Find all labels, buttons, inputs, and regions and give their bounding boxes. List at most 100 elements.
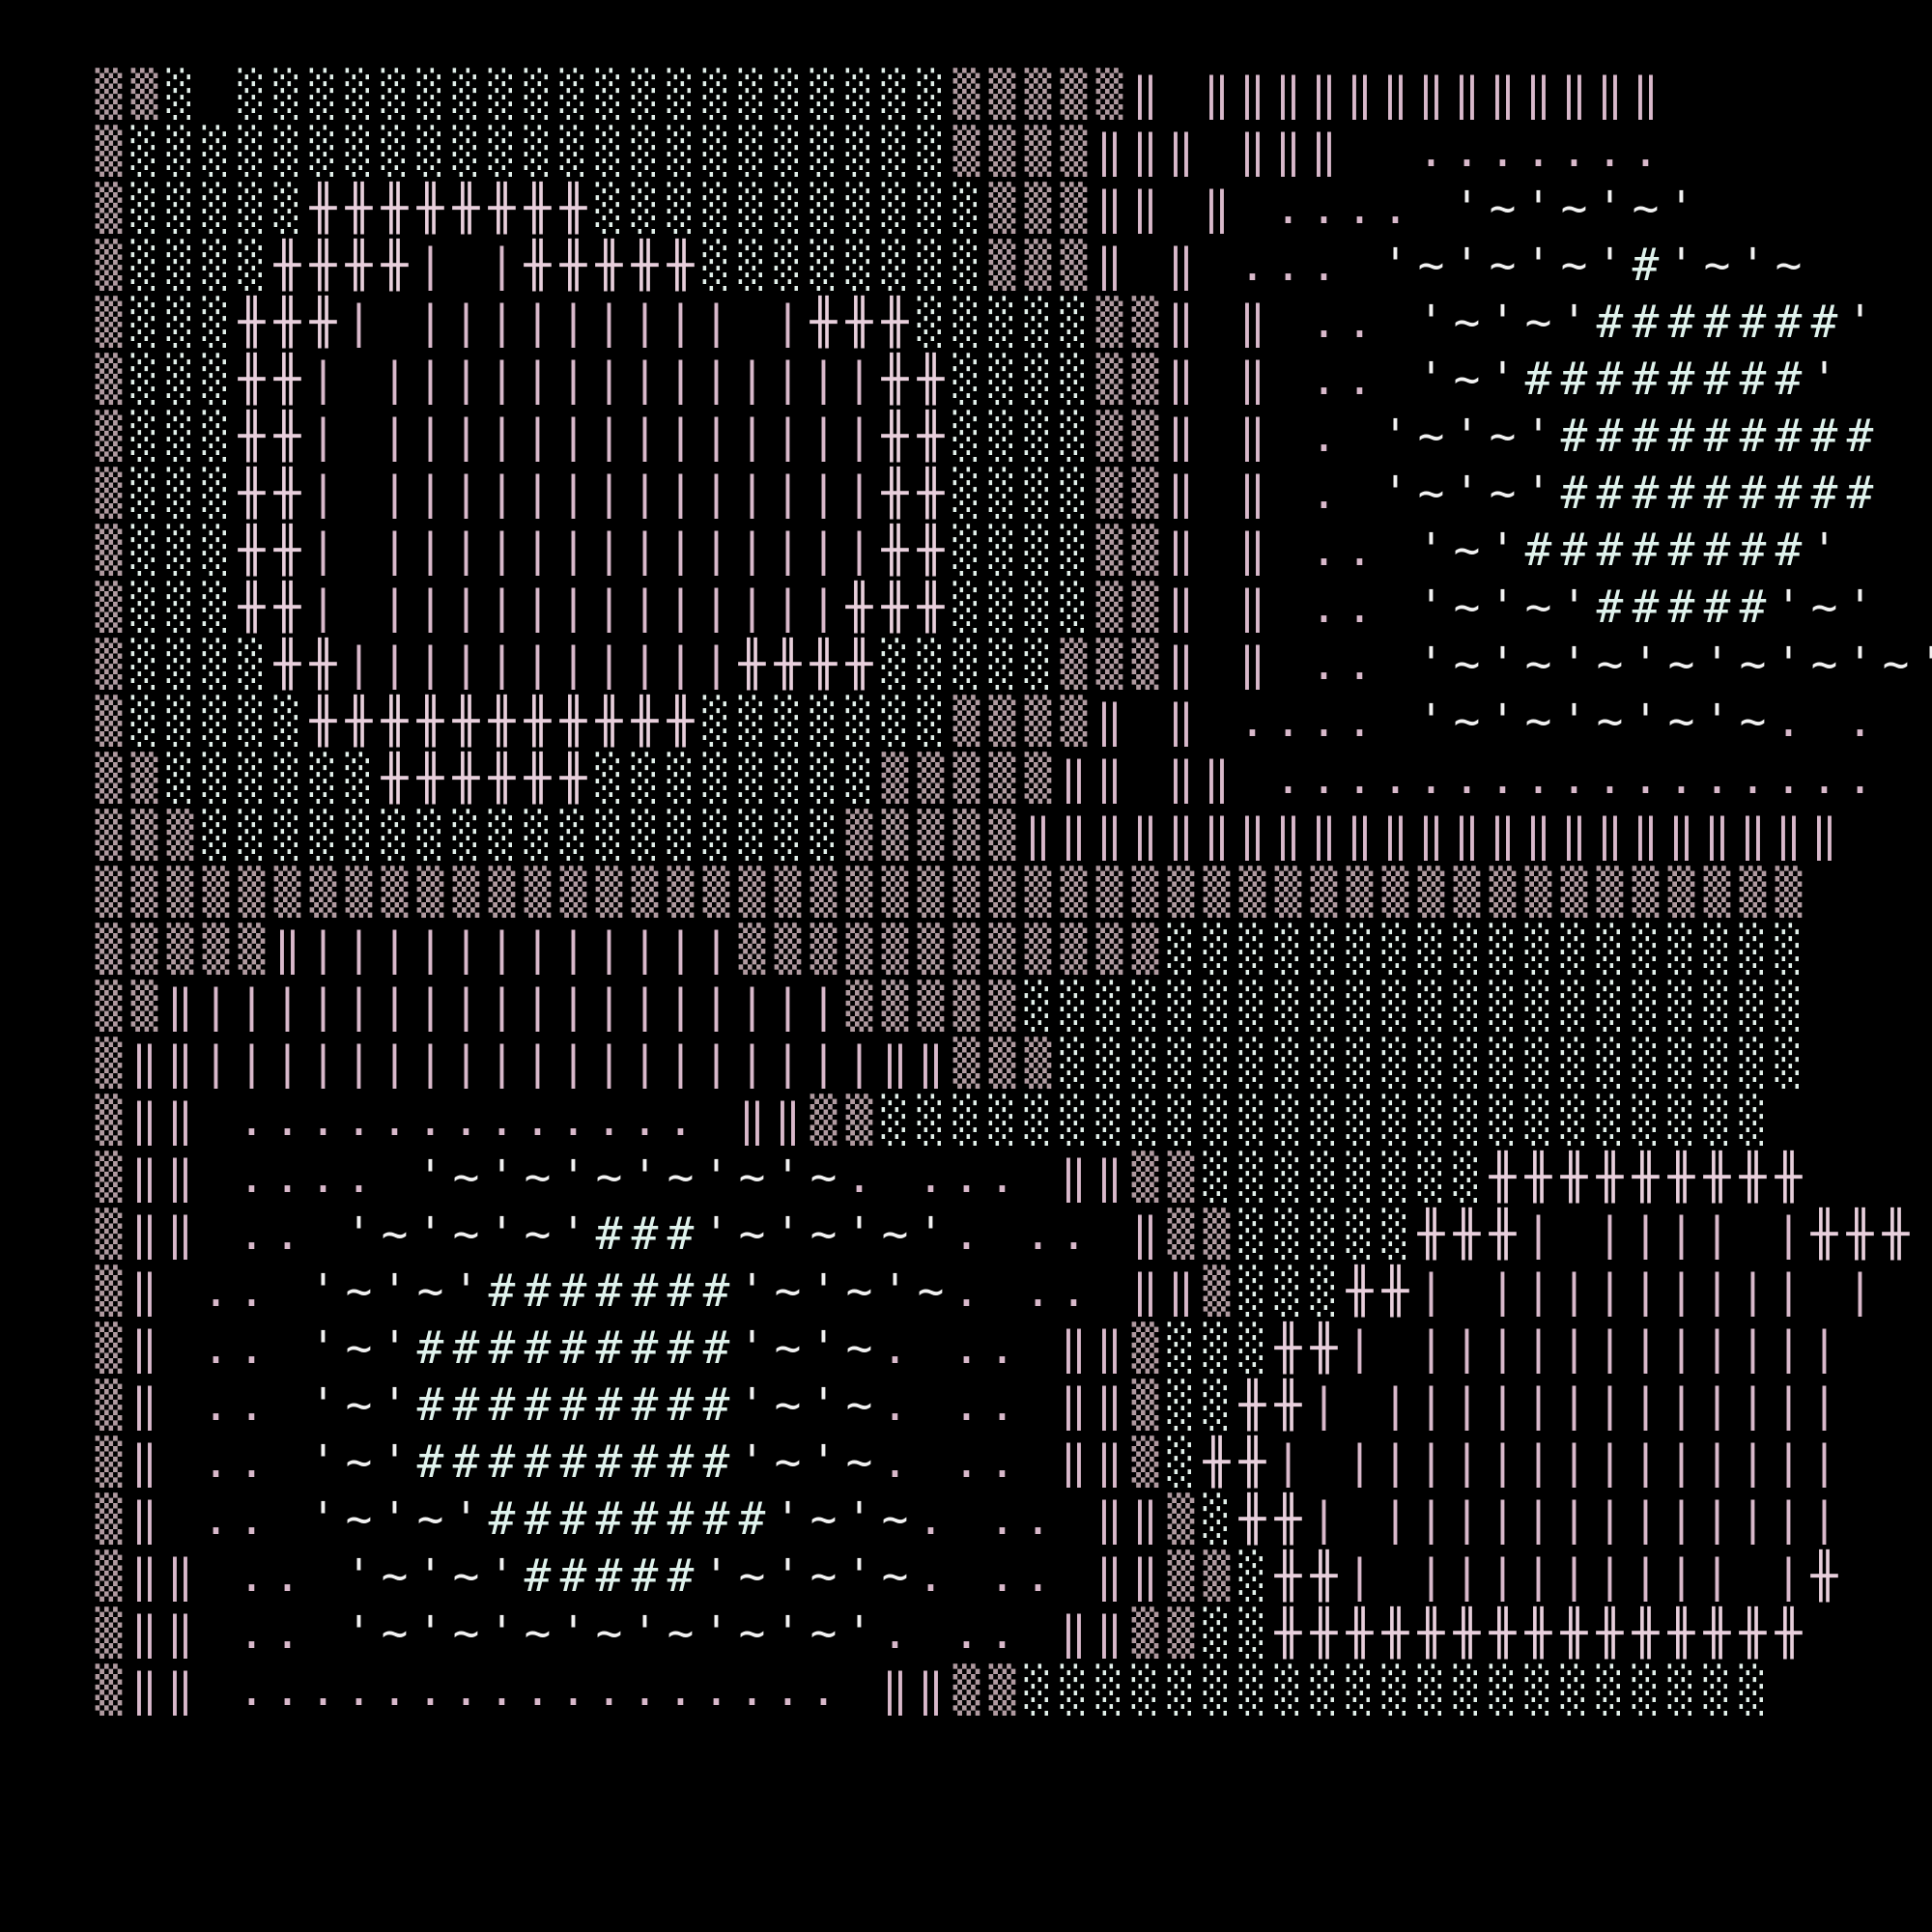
glyph-double-vertical-bar: ‖ [1167, 752, 1195, 804]
glyph-light-shade-block-pale: ░ [238, 809, 266, 861]
glyph-light-shade-block-pale: ░ [988, 1094, 1016, 1146]
glyph-period-dot: . [381, 1094, 409, 1146]
glyph-medium-shade-block-mauve: ▒ [952, 752, 980, 804]
glyph-medium-shade-block-mauve: ▒ [631, 866, 659, 918]
glyph-light-shade-block-pale: ░ [810, 182, 838, 234]
glyph-period-dot: . [345, 1151, 373, 1203]
glyph-light-shade-block-pale: ░ [1238, 1151, 1266, 1203]
glyph-number-sign-hash: # [1632, 239, 1660, 291]
glyph-apostrophe: ' [1489, 524, 1517, 576]
glyph-cross-double-vertical: ╫ [238, 296, 266, 348]
glyph-light-shade-block-pale: ░ [1453, 923, 1481, 975]
glyph-cross-double-vertical: ╫ [1310, 1606, 1338, 1659]
glyph-light-shade-block-pale: ░ [1346, 1151, 1374, 1203]
glyph-medium-shade-block-mauve: ▒ [488, 866, 516, 918]
glyph-period-dot: . [988, 1321, 1016, 1374]
glyph-tilde: ~ [1596, 695, 1624, 747]
glyph-double-vertical-bar: ‖ [1810, 809, 1838, 861]
glyph-apostrophe: ' [1417, 581, 1445, 633]
glyph-apostrophe: ' [881, 1264, 909, 1317]
glyph-vertical-bar: | [1417, 1264, 1445, 1317]
glyph-tilde: ~ [810, 1151, 838, 1203]
art-row: ▒ ‖ .. ' ~ ' ~ ' # # # # # # # ' ~ ' ~ ' ~. .. ‖ ‖ ▒ ░ ░ ░ ╫ ╫ | |… [91, 1263, 1932, 1320]
glyph-light-shade-block-pale: ░ [881, 695, 909, 747]
art-row: ▒ ‖ ‖ .. ' ~ ' ~ ' ~ ' ~ ' ~ ' ~ ' ~ '. .. ‖ ‖ ▒ ▒ ░ ░ ╫ ╫ ╫ ╫ ╫ ╫ ╫… [91, 1605, 1932, 1662]
glyph-number-sign-hash: # [1739, 296, 1767, 348]
glyph-vertical-bar: | [667, 467, 695, 519]
glyph-period-dot: . [988, 1378, 1016, 1431]
glyph-light-shade-block-pale: ░ [202, 182, 230, 234]
glyph-medium-shade-block-mauve: ▒ [95, 809, 123, 861]
glyph-cross-double-vertical: ╫ [273, 296, 301, 348]
glyph-light-shade-block-pale: ░ [952, 296, 980, 348]
glyph-medium-shade-block-mauve: ▒ [988, 1663, 1016, 1716]
glyph-cross-double-vertical: ╫ [309, 182, 337, 234]
glyph-light-shade-block-pale: ░ [130, 524, 158, 576]
glyph-double-vertical-bar: ‖ [166, 1663, 194, 1716]
glyph-vertical-bar: | [416, 638, 444, 690]
glyph-vertical-bar: | [631, 296, 659, 348]
glyph-light-shade-block-pale: ░ [166, 638, 194, 690]
glyph-vertical-bar: | [452, 296, 480, 348]
glyph-vertical-bar: | [416, 410, 444, 462]
glyph-number-sign-hash: # [524, 1492, 552, 1545]
glyph-double-vertical-bar: ‖ [166, 1549, 194, 1602]
glyph-light-shade-block-pale: ░ [988, 524, 1016, 576]
glyph-double-vertical-bar: ‖ [130, 1264, 158, 1317]
glyph-double-vertical-bar: ‖ [130, 1663, 158, 1716]
glyph-medium-shade-block-mauve: ▒ [1131, 923, 1159, 975]
glyph-medium-shade-block-mauve: ▒ [1024, 752, 1052, 804]
glyph-number-sign-hash: # [631, 1321, 659, 1374]
glyph-vertical-bar: | [667, 581, 695, 633]
glyph-apostrophe: ' [702, 1549, 730, 1602]
glyph-blank [1199, 636, 1235, 693]
glyph-vertical-bar: | [595, 980, 623, 1032]
glyph-vertical-bar: | [738, 467, 766, 519]
glyph-light-shade-block-pale: ░ [952, 638, 980, 690]
glyph-blank [1092, 1206, 1127, 1263]
glyph-vertical-bar: | [810, 410, 838, 462]
glyph-light-shade-block-pale: ░ [1238, 980, 1266, 1032]
glyph-vertical-bar: | [381, 410, 409, 462]
glyph-tilde: ~ [524, 1208, 552, 1260]
glyph-double-vertical-bar: ‖ [1203, 182, 1231, 234]
glyph-apostrophe: ' [702, 1208, 730, 1260]
glyph-light-shade-block-pale: ░ [667, 809, 695, 861]
glyph-vertical-bar: | [1453, 1435, 1481, 1488]
glyph-light-shade-block-pale: ░ [631, 752, 659, 804]
glyph-apostrophe: ' [1489, 581, 1517, 633]
glyph-tilde: ~ [416, 1264, 444, 1317]
glyph-blank [1378, 579, 1413, 636]
glyph-number-sign-hash: # [1560, 410, 1588, 462]
glyph-vertical-bar: | [1703, 1264, 1731, 1317]
glyph-medium-shade-block-mauve: ▒ [95, 410, 123, 462]
glyph-cross-double-vertical: ╫ [1346, 1606, 1374, 1659]
glyph-tilde: ~ [1667, 638, 1695, 690]
glyph-medium-shade-block-mauve: ▒ [1131, 467, 1159, 519]
glyph-cross-double-vertical: ╫ [524, 695, 552, 747]
glyph-period-dot: . [1024, 1492, 1052, 1545]
glyph-double-vertical-bar: ‖ [1131, 1264, 1159, 1317]
glyph-number-sign-hash: # [1739, 353, 1767, 405]
art-row: ▒ ░ ░ ░ ╫ ╫ | | | | | | | | | | | | | | | ╫ ╫ ░ ░ ░ ░ ▒ ▒ ‖ ‖ . ' ~ ' ~… [91, 408, 1932, 465]
glyph-cross-double-vertical: ╫ [1632, 1606, 1660, 1659]
glyph-light-shade-block-pale: ░ [1560, 923, 1588, 975]
glyph-vertical-bar: | [488, 296, 516, 348]
glyph-vertical-bar: | [1524, 1549, 1552, 1602]
glyph-vertical-bar: | [595, 296, 623, 348]
glyph-vertical-bar: | [1596, 1549, 1624, 1602]
glyph-medium-shade-block-mauve: ▒ [667, 866, 695, 918]
glyph-light-shade-block-pale: ░ [1167, 1663, 1195, 1716]
glyph-number-sign-hash: # [667, 1492, 695, 1545]
glyph-light-shade-block-pale: ░ [1060, 296, 1088, 348]
glyph-vertical-bar: | [1632, 1549, 1660, 1602]
glyph-blank [1235, 750, 1270, 807]
glyph-blank [1342, 408, 1378, 465]
glyph-period-dot: . [667, 1094, 695, 1146]
glyph-period-dot: . [1775, 752, 1803, 804]
glyph-medium-shade-block-mauve: ▒ [988, 125, 1016, 177]
glyph-number-sign-hash: # [524, 1321, 552, 1374]
glyph-cross-double-vertical: ╫ [238, 410, 266, 462]
glyph-vertical-bar: | [524, 638, 552, 690]
glyph-double-vertical-bar: ‖ [1060, 1378, 1088, 1431]
